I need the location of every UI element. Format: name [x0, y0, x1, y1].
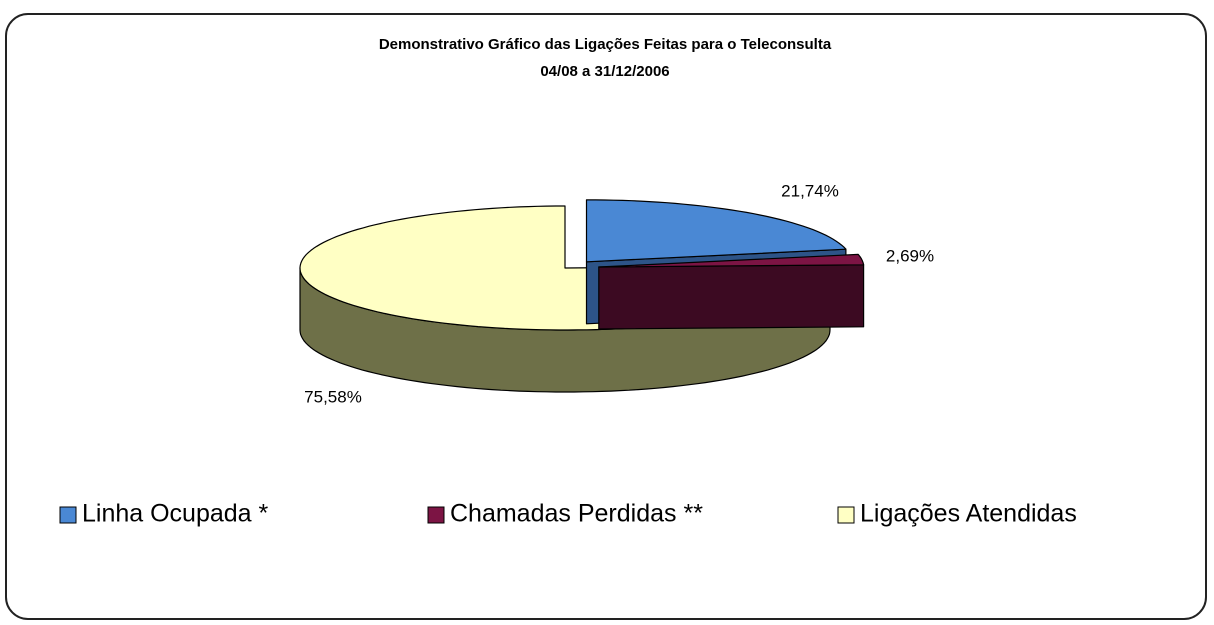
- data-label: 2,69%: [886, 246, 934, 265]
- data-label: 21,74%: [781, 181, 839, 200]
- legend-label: Chamadas Perdidas **: [450, 500, 703, 528]
- slice-wall: [598, 264, 865, 330]
- legend-label: Linha Ocupada *: [82, 500, 269, 528]
- slice: [585, 199, 847, 263]
- legend-swatch: [59, 506, 77, 524]
- slice: [598, 253, 865, 268]
- legend-swatch: [427, 506, 445, 524]
- legend-swatch: [837, 506, 855, 524]
- data-label: 75,58%: [304, 387, 362, 406]
- chart-subtitle: 04/08 a 31/12/2006: [540, 63, 669, 80]
- legend-label: Ligações Atendidas: [860, 500, 1077, 528]
- chart-title: Demonstrativo Gráfico das Ligações Feita…: [379, 36, 832, 53]
